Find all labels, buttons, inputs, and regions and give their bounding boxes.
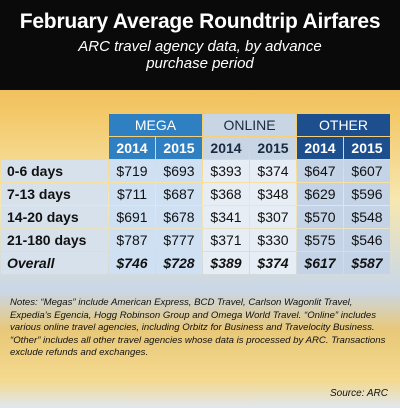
- fare-cell: $719: [109, 160, 155, 182]
- row-label: 21-180 days: [1, 229, 108, 251]
- year-header: 2015: [344, 137, 390, 159]
- year-header: 2015: [250, 137, 296, 159]
- fare-cell: $575: [297, 229, 343, 251]
- fare-cell: $629: [297, 183, 343, 205]
- group-header: OTHER: [297, 114, 390, 136]
- data-row: 21-180 days $787 $777 $371 $330 $575 $546: [1, 229, 390, 251]
- year-header: 2014: [297, 137, 343, 159]
- fare-cell: $341: [203, 206, 249, 228]
- fare-cell: $307: [250, 206, 296, 228]
- fare-cell: $607: [344, 160, 390, 182]
- fare-cell: $711: [109, 183, 155, 205]
- fare-cell: $546: [344, 229, 390, 251]
- fare-cell: $787: [109, 229, 155, 251]
- data-row: Overall $746 $728 $389 $374 $617 $587: [1, 252, 390, 274]
- source: Source: ARC: [330, 388, 388, 399]
- fare-cell: $374: [250, 160, 296, 182]
- fare-cell: $777: [156, 229, 202, 251]
- group-header: MEGA: [109, 114, 202, 136]
- fare-cell: $374: [250, 252, 296, 274]
- year-row: 2014 2015 2014 2015 2014 2015: [1, 137, 390, 159]
- fare-cell: $728: [156, 252, 202, 274]
- blank-cell: [1, 114, 108, 159]
- fare-cell: $393: [203, 160, 249, 182]
- fare-cell: $330: [250, 229, 296, 251]
- row-label: 0-6 days: [1, 160, 108, 182]
- group-row: MEGA ONLINE OTHER: [1, 114, 390, 136]
- fare-cell: $687: [156, 183, 202, 205]
- fare-cell: $570: [297, 206, 343, 228]
- fare-cell: $678: [156, 206, 202, 228]
- title: February Average Roundtrip Airfares: [19, 10, 381, 33]
- subtitle: ARC travel agency data, by advance purch…: [78, 38, 322, 72]
- year-header: 2015: [156, 137, 202, 159]
- header: February Average Roundtrip Airfares ARC …: [0, 0, 400, 90]
- fare-cell: $647: [297, 160, 343, 182]
- year-header: 2014: [109, 137, 155, 159]
- row-label: 7-13 days: [1, 183, 108, 205]
- fare-cell: $548: [344, 206, 390, 228]
- row-label: Overall: [1, 252, 108, 274]
- row-label: 14-20 days: [1, 206, 108, 228]
- fare-cell: $371: [203, 229, 249, 251]
- fare-table: MEGA ONLINE OTHER 2014 2015 2014 2015 2014 2015 0…: [0, 113, 391, 275]
- fare-cell: $617: [297, 252, 343, 274]
- fare-cell: $596: [344, 183, 390, 205]
- fare-cell: $746: [109, 252, 155, 274]
- fare-cell: $368: [203, 183, 249, 205]
- fare-cell: $348: [250, 183, 296, 205]
- data-row: 7-13 days $711 $687 $368 $348 $629 $596: [1, 183, 390, 205]
- year-header: 2014: [203, 137, 249, 159]
- data-row: 14-20 days $691 $678 $341 $307 $570 $548: [1, 206, 390, 228]
- fare-cell: $691: [109, 206, 155, 228]
- fare-cell: $389: [203, 252, 249, 274]
- data-row: 0-6 days $719 $693 $393 $374 $647 $607: [1, 160, 390, 182]
- notes: Notes: “Megas” include American Express,…: [10, 297, 386, 358]
- group-header: ONLINE: [203, 114, 296, 136]
- fare-cell: $693: [156, 160, 202, 182]
- fare-cell: $587: [344, 252, 390, 274]
